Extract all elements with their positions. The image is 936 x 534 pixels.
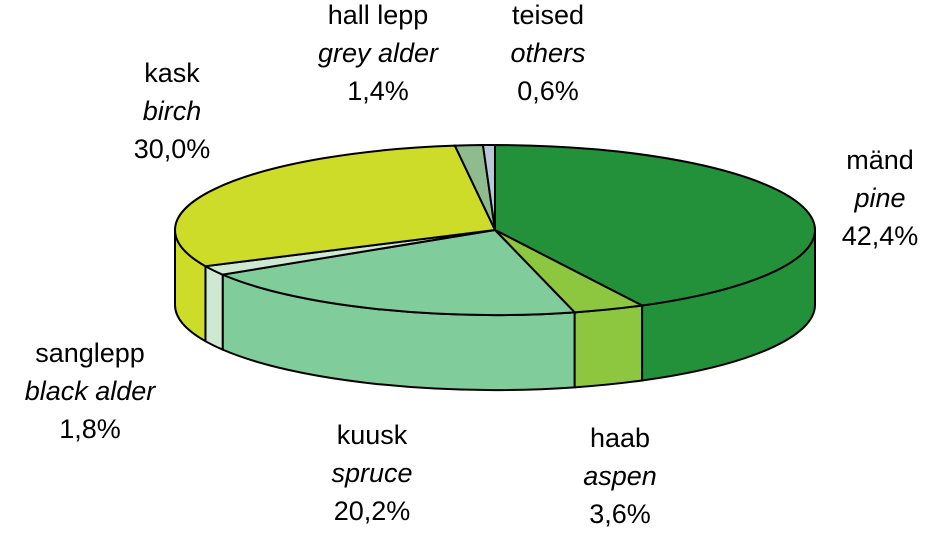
slice-label-en: grey alder (318, 38, 439, 68)
slice (481, 143, 496, 231)
slice-label-en: pine (853, 183, 905, 213)
slice-side (573, 304, 644, 389)
slice-value-label: 20,2% (334, 496, 411, 526)
slice-value-label: 0,6% (517, 76, 579, 106)
slice-label: kask (144, 58, 200, 88)
slice (219, 228, 577, 316)
slice-value-label: 42,4% (842, 221, 919, 251)
slice-value-label: 1,8% (59, 414, 121, 444)
slice-label-en: birch (143, 96, 202, 126)
slice-side (204, 264, 224, 352)
slice-label-en: aspen (583, 461, 657, 491)
slice-label: sanglepp (35, 338, 145, 368)
slice-label: hall lepp (328, 0, 429, 30)
slice-label-en: others (510, 38, 585, 68)
slice (174, 144, 497, 268)
slice-label: kuusk (337, 420, 408, 450)
slice-label: teised (512, 0, 584, 30)
top-faces (174, 143, 816, 316)
slice-label: mänd (846, 145, 914, 175)
slice-label: haab (590, 423, 650, 453)
slice-value-label: 1,4% (347, 76, 409, 106)
slice-label-en: black alder (25, 376, 157, 406)
slice-value-label: 3,6% (589, 499, 651, 529)
slice (494, 143, 816, 307)
slice-label-en: spruce (331, 458, 412, 488)
slice-value-label: 30,0% (134, 134, 211, 164)
